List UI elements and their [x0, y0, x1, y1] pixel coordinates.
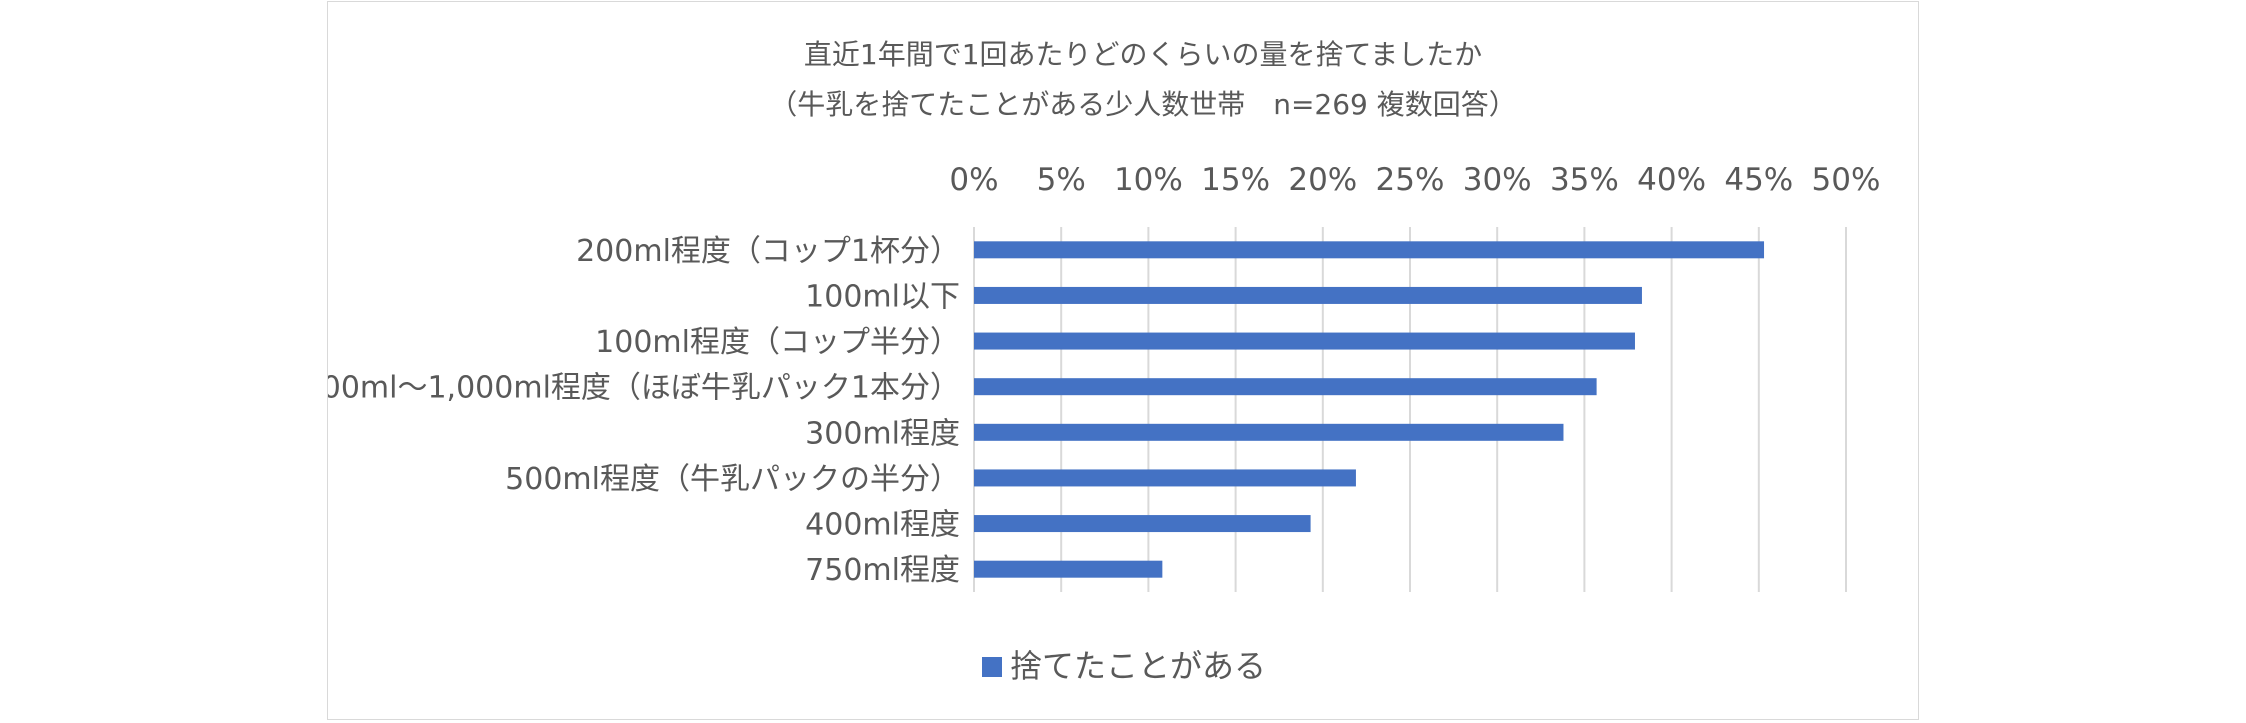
- x-tick-label: 40%: [1637, 162, 1706, 198]
- category-label: 500ml程度（牛乳パックの半分）: [505, 462, 960, 497]
- x-tick-label: 10%: [1114, 162, 1183, 198]
- bar: [974, 286, 1642, 304]
- bar: [974, 423, 1564, 441]
- x-tick-label: 50%: [1812, 162, 1881, 198]
- bar: [974, 469, 1356, 487]
- x-tick-label: 30%: [1463, 162, 1532, 198]
- x-tick-label: 15%: [1201, 162, 1270, 198]
- chart-subtitle: （牛乳を捨てたことがある少人数世帯 n=269 複数回答）: [769, 88, 1517, 121]
- bar: [974, 560, 1163, 578]
- chart-title: 直近1年間で1回あたりどのくらいの量を捨てましたか: [804, 38, 1482, 71]
- bar: [974, 515, 1311, 533]
- x-tick-label: 35%: [1550, 162, 1619, 198]
- x-tick-label: 20%: [1288, 162, 1357, 198]
- bars: [974, 241, 1765, 578]
- category-label: 300ml程度: [805, 416, 960, 451]
- category-label: 400ml程度: [805, 508, 960, 543]
- category-label: 100ml程度（コップ半分）: [595, 325, 960, 360]
- bar: [974, 332, 1635, 350]
- category-label: 750ml程度: [805, 553, 960, 588]
- chart-frame: 直近1年間で1回あたりどのくらいの量を捨てましたか （牛乳を捨てたことがある少人…: [327, 1, 1919, 720]
- bar: [974, 378, 1597, 396]
- category-label: 100ml以下: [805, 279, 960, 314]
- legend-label: 捨てたことがある: [1010, 647, 1266, 685]
- x-tick-label: 45%: [1724, 162, 1793, 198]
- category-labels: 200ml程度（コップ1杯分） 100ml以下 100ml程度（コップ半分） 900m…: [328, 234, 960, 588]
- x-tick-label: 25%: [1376, 162, 1445, 198]
- gridlines: [973, 227, 1847, 592]
- x-tick-label: 0%: [949, 162, 998, 198]
- legend-swatch: [982, 657, 1002, 677]
- category-label: 200ml程度（コップ1杯分）: [576, 234, 960, 269]
- bar: [974, 241, 1765, 259]
- x-axis-ticks: 0% 5% 10% 15% 20% 25% 30% 35% 40% 45% 50%: [949, 162, 1880, 198]
- category-label: 900ml〜1,000ml程度（ほぼ牛乳パック1本分）: [328, 371, 960, 406]
- bar-chart: 直近1年間で1回あたりどのくらいの量を捨てましたか （牛乳を捨てたことがある少人…: [328, 38, 1880, 685]
- x-tick-label: 5%: [1037, 162, 1086, 198]
